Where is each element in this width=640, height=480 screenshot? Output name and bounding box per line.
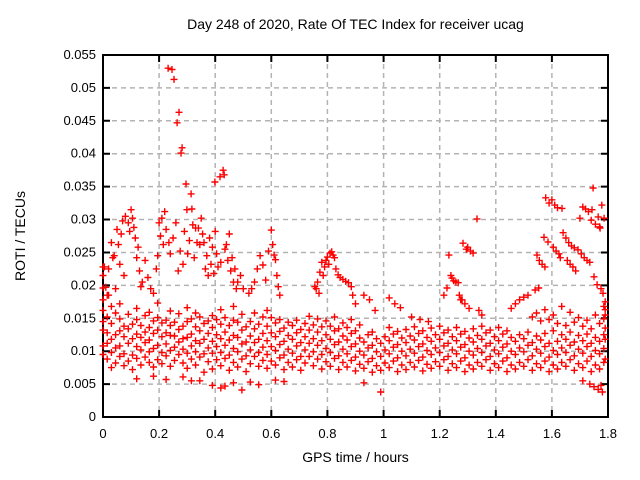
y-tick-label: 0.005 bbox=[63, 376, 96, 391]
y-tick-label: 0.03 bbox=[71, 212, 96, 227]
y-tick-label: 0.015 bbox=[63, 310, 96, 325]
x-tick-label: 0.4 bbox=[206, 426, 224, 441]
tick-labels: 0 0.005 0.01 0.015 0.02 0.025 0.03 0.035 0.04 0.0… bbox=[63, 47, 617, 441]
x-tick-label: 0 bbox=[99, 426, 106, 441]
x-tick-label: 1 bbox=[380, 426, 387, 441]
x-tick-label: 1.4 bbox=[487, 426, 505, 441]
y-tick-label: 0.02 bbox=[71, 277, 96, 292]
x-tick-label: 0.6 bbox=[262, 426, 280, 441]
x-tick-label: 0.2 bbox=[150, 426, 168, 441]
x-tick-label: 1.8 bbox=[599, 426, 617, 441]
y-tick-label: 0.05 bbox=[71, 80, 96, 95]
y-tick-label: 0.055 bbox=[63, 47, 96, 62]
x-tick-label: 1.6 bbox=[543, 426, 561, 441]
y-tick-label: 0.045 bbox=[63, 113, 96, 128]
scatter-points bbox=[99, 64, 609, 396]
x-axis-title: GPS time / hours bbox=[302, 449, 409, 465]
y-tick-label: 0.04 bbox=[71, 146, 96, 161]
plot-frame bbox=[102, 54, 609, 418]
chart-title: Day 248 of 2020, Rate Of TEC Index for r… bbox=[187, 16, 524, 32]
x-tick-label: 1.2 bbox=[431, 426, 449, 441]
x-tick-label: 0.8 bbox=[318, 426, 336, 441]
y-tick-label: 0 bbox=[89, 409, 96, 424]
y-tick-label: 0.01 bbox=[71, 343, 96, 358]
y-tick-label: 0.025 bbox=[63, 245, 96, 260]
y-tick-label: 0.035 bbox=[63, 179, 96, 194]
